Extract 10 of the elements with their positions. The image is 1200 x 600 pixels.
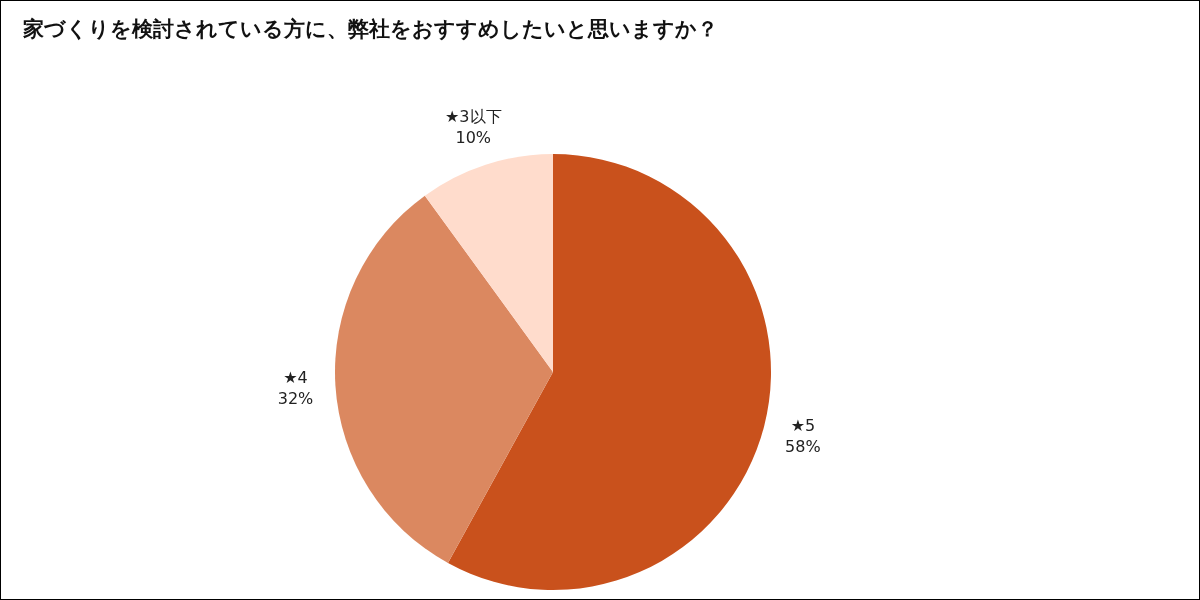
slice-label: ★3以下 — [445, 106, 502, 126]
slice-label: ★4 — [283, 368, 308, 388]
data-label: 32% — [277, 389, 314, 409]
pie-slice — [447, 154, 771, 590]
pie-slice — [335, 195, 553, 564]
pie-slice — [424, 154, 553, 372]
chart-title: 家づくりを検討されている方に、弊社をおすすめしたいと思いますか？ — [23, 16, 718, 43]
slice-label: ★5 — [790, 416, 816, 436]
data-label: 58% — [785, 437, 821, 457]
data-label: 10% — [455, 127, 492, 147]
